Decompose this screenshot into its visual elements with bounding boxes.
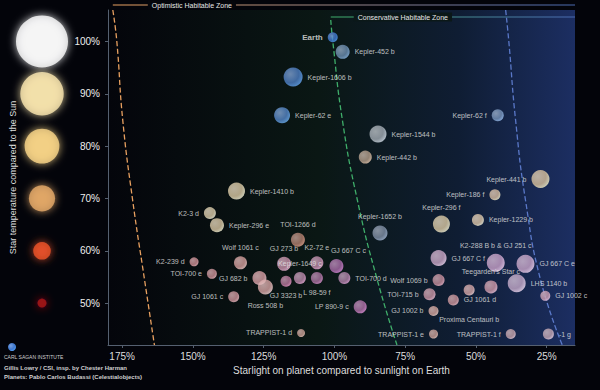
svg-text:Kepler-1606 b: Kepler-1606 b bbox=[308, 74, 352, 82]
svg-text:GJ 1002 c: GJ 1002 c bbox=[555, 292, 587, 299]
svg-text:K2-288 B b & GJ 251 c: K2-288 B b & GJ 251 c bbox=[460, 242, 532, 249]
svg-text:TOI-1266 d: TOI-1266 d bbox=[280, 221, 315, 228]
svg-text:125%: 125% bbox=[251, 351, 277, 362]
svg-text:LHS 1140 b: LHS 1140 b bbox=[531, 280, 568, 287]
svg-text:90%: 90% bbox=[80, 88, 100, 99]
svg-text:100%: 100% bbox=[74, 36, 100, 47]
svg-text:Kepler-296 e: Kepler-296 e bbox=[229, 222, 269, 230]
svg-text:75%: 75% bbox=[395, 351, 415, 362]
svg-text:Gillis Lowry / CSI, insp. by C: Gillis Lowry / CSI, insp. by Chester Har… bbox=[4, 365, 127, 371]
svg-text:50%: 50% bbox=[80, 298, 100, 309]
svg-text:GJ 3323 b: GJ 3323 b bbox=[270, 292, 302, 299]
svg-text:Kepler-441 b: Kepler-441 b bbox=[486, 176, 526, 184]
svg-text:CARL SAGAN INSTITUTE: CARL SAGAN INSTITUTE bbox=[4, 354, 64, 360]
svg-text:60%: 60% bbox=[80, 245, 100, 256]
svg-text:Proxima Centauri b: Proxima Centauri b bbox=[439, 316, 499, 323]
svg-text:Planets: Pablo Carlos Budassi: Planets: Pablo Carlos Budassi (Celestial… bbox=[4, 374, 142, 380]
svg-text:K2-72 e: K2-72 e bbox=[305, 244, 330, 251]
svg-text:Wolf 1061 c: Wolf 1061 c bbox=[222, 244, 259, 251]
svg-text:Kepler-1652 b: Kepler-1652 b bbox=[358, 213, 402, 221]
svg-text:Kepler-62 f: Kepler-62 f bbox=[452, 112, 486, 120]
svg-text:Kepler-62 e: Kepler-62 e bbox=[295, 112, 331, 120]
svg-text:70%: 70% bbox=[80, 193, 100, 204]
svg-text:TOI-700 d: TOI-700 d bbox=[355, 275, 386, 282]
svg-text:TOI-700 e: TOI-700 e bbox=[170, 270, 201, 277]
svg-text:GJ 682 b: GJ 682 b bbox=[219, 275, 248, 282]
svg-text:GJ 1061 d: GJ 1061 d bbox=[464, 296, 496, 303]
svg-text:Conservative Habitable Zone: Conservative Habitable Zone bbox=[358, 14, 448, 21]
svg-text:TOI-715 b: TOI-715 b bbox=[387, 291, 418, 298]
svg-text:L 98-59 f: L 98-59 f bbox=[303, 289, 330, 296]
svg-text:Kepler-1544 b: Kepler-1544 b bbox=[392, 131, 436, 139]
svg-text:GJ 1061 c: GJ 1061 c bbox=[191, 293, 223, 300]
svg-text:50%: 50% bbox=[466, 351, 486, 362]
svg-text:GJ 667 C f: GJ 667 C f bbox=[452, 255, 486, 262]
svg-text:TRAPPIST-1 d: TRAPPIST-1 d bbox=[246, 329, 292, 336]
svg-text:GJ 667 C e: GJ 667 C e bbox=[539, 260, 575, 267]
svg-text:K2-3 d: K2-3 d bbox=[178, 210, 199, 217]
svg-text:Wolf 1069 b: Wolf 1069 b bbox=[390, 277, 427, 284]
svg-text:Teegarden's Star c: Teegarden's Star c bbox=[462, 268, 521, 276]
svg-text:Optimistic Habitable Zone: Optimistic Habitable Zone bbox=[152, 2, 232, 10]
svg-text:Ross 508 b: Ross 508 b bbox=[248, 302, 284, 309]
svg-text:-1 g: -1 g bbox=[559, 331, 571, 339]
svg-text:K2-239 d: K2-239 d bbox=[156, 258, 185, 265]
svg-text:Kepler-452 b: Kepler-452 b bbox=[355, 48, 395, 56]
svg-text:Kepler-296 f: Kepler-296 f bbox=[422, 204, 460, 212]
svg-text:Kepler-1410 b: Kepler-1410 b bbox=[250, 188, 294, 196]
svg-text:Star temperature compared to t: Star temperature compared to the Sun bbox=[8, 101, 18, 255]
svg-text:Kepler-186 f: Kepler-186 f bbox=[446, 191, 484, 199]
svg-text:GJ 1002 b: GJ 1002 b bbox=[391, 307, 423, 314]
svg-text:80%: 80% bbox=[80, 141, 100, 152]
svg-text:175%: 175% bbox=[109, 351, 135, 362]
svg-text:LP 890-9 c: LP 890-9 c bbox=[315, 303, 349, 310]
svg-text:Kepler-442 b: Kepler-442 b bbox=[377, 154, 417, 162]
svg-text:GJ 273 b: GJ 273 b bbox=[270, 245, 299, 252]
svg-text:Earth: Earth bbox=[302, 33, 323, 42]
svg-text:TRAPPIST-1 f: TRAPPIST-1 f bbox=[457, 331, 501, 338]
svg-text:Kepler-1229 b: Kepler-1229 b bbox=[489, 216, 533, 224]
svg-text:Starlight on planet compared t: Starlight on planet compared to sunlight… bbox=[233, 365, 450, 376]
svg-text:TRAPPIST-1 e: TRAPPIST-1 e bbox=[378, 331, 424, 338]
svg-text:150%: 150% bbox=[180, 351, 206, 362]
svg-text:25%: 25% bbox=[537, 351, 557, 362]
svg-text:Kepler-1649 c: Kepler-1649 c bbox=[278, 260, 322, 268]
svg-text:100%: 100% bbox=[322, 351, 348, 362]
svg-text:GJ 667 C c: GJ 667 C c bbox=[331, 247, 367, 254]
